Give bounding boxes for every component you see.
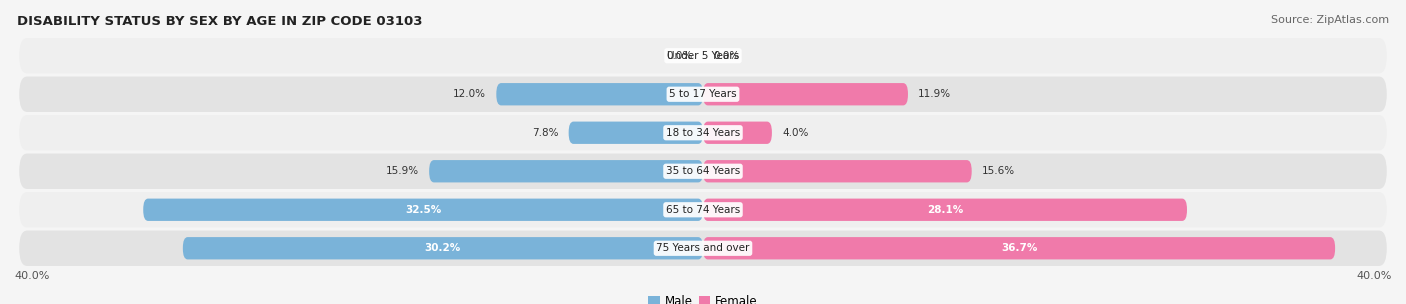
Text: 12.0%: 12.0% bbox=[453, 89, 486, 99]
Text: 15.9%: 15.9% bbox=[385, 166, 419, 176]
Text: 40.0%: 40.0% bbox=[14, 271, 49, 281]
FancyBboxPatch shape bbox=[20, 38, 1386, 74]
Text: 11.9%: 11.9% bbox=[918, 89, 952, 99]
Text: 0.0%: 0.0% bbox=[713, 51, 740, 61]
FancyBboxPatch shape bbox=[703, 83, 908, 105]
FancyBboxPatch shape bbox=[429, 160, 703, 182]
FancyBboxPatch shape bbox=[183, 237, 703, 259]
FancyBboxPatch shape bbox=[703, 122, 772, 144]
FancyBboxPatch shape bbox=[20, 77, 1386, 112]
Legend: Male, Female: Male, Female bbox=[644, 290, 762, 304]
Text: 4.0%: 4.0% bbox=[782, 128, 808, 138]
Text: 5 to 17 Years: 5 to 17 Years bbox=[669, 89, 737, 99]
FancyBboxPatch shape bbox=[143, 199, 703, 221]
Text: 7.8%: 7.8% bbox=[531, 128, 558, 138]
FancyBboxPatch shape bbox=[20, 115, 1386, 150]
Text: 35 to 64 Years: 35 to 64 Years bbox=[666, 166, 740, 176]
Text: Under 5 Years: Under 5 Years bbox=[666, 51, 740, 61]
Text: 65 to 74 Years: 65 to 74 Years bbox=[666, 205, 740, 215]
FancyBboxPatch shape bbox=[703, 199, 1187, 221]
FancyBboxPatch shape bbox=[20, 192, 1386, 227]
Text: 0.0%: 0.0% bbox=[666, 51, 693, 61]
Text: 15.6%: 15.6% bbox=[981, 166, 1015, 176]
Text: 40.0%: 40.0% bbox=[1357, 271, 1392, 281]
Text: Source: ZipAtlas.com: Source: ZipAtlas.com bbox=[1271, 15, 1389, 25]
Text: 30.2%: 30.2% bbox=[425, 243, 461, 253]
FancyBboxPatch shape bbox=[703, 160, 972, 182]
Text: 36.7%: 36.7% bbox=[1001, 243, 1038, 253]
FancyBboxPatch shape bbox=[20, 154, 1386, 189]
FancyBboxPatch shape bbox=[568, 122, 703, 144]
Text: 28.1%: 28.1% bbox=[927, 205, 963, 215]
FancyBboxPatch shape bbox=[703, 237, 1336, 259]
Text: 32.5%: 32.5% bbox=[405, 205, 441, 215]
Text: 75 Years and over: 75 Years and over bbox=[657, 243, 749, 253]
Text: 18 to 34 Years: 18 to 34 Years bbox=[666, 128, 740, 138]
FancyBboxPatch shape bbox=[20, 230, 1386, 266]
FancyBboxPatch shape bbox=[496, 83, 703, 105]
Text: DISABILITY STATUS BY SEX BY AGE IN ZIP CODE 03103: DISABILITY STATUS BY SEX BY AGE IN ZIP C… bbox=[17, 15, 422, 28]
